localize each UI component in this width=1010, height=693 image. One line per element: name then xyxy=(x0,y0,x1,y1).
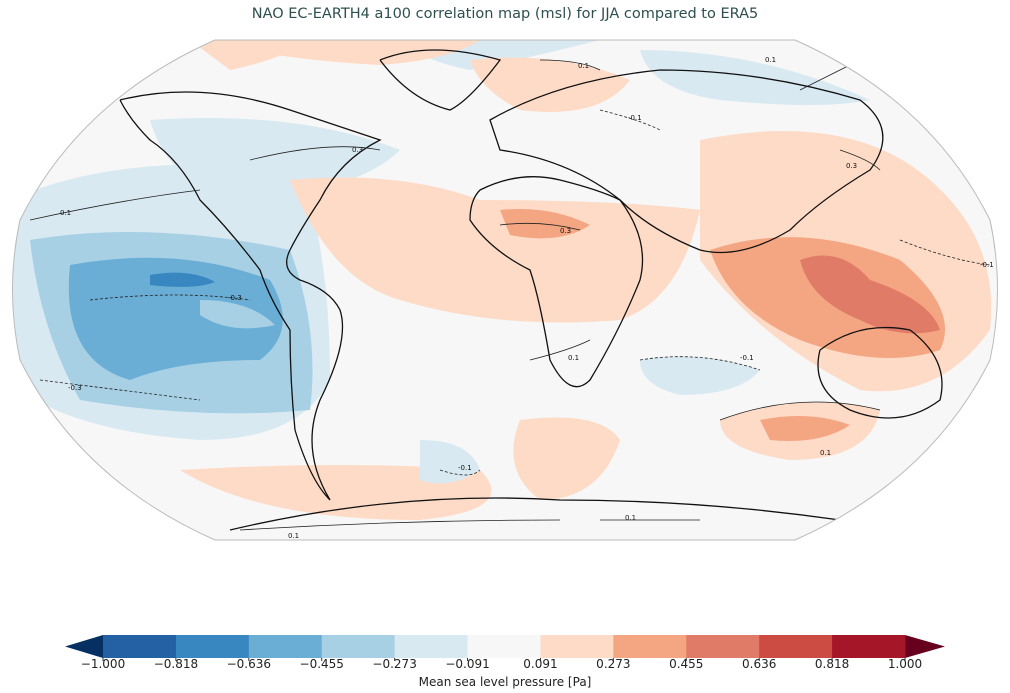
colorbar-segment xyxy=(832,635,906,658)
contour-line xyxy=(39,379,201,401)
coastline xyxy=(489,69,884,254)
colorbar-segment xyxy=(103,635,177,658)
colorbar-segment xyxy=(321,635,396,658)
map-outline xyxy=(12,39,998,541)
contour-line xyxy=(839,149,881,171)
contour-label: 0.3 xyxy=(846,162,857,170)
contour-line xyxy=(539,59,601,71)
contour-line xyxy=(719,401,881,421)
contour-label: 0.3 xyxy=(352,146,363,154)
contour-label: -0.1 xyxy=(980,261,994,269)
correlation-region xyxy=(150,272,215,287)
map-title: NAO EC-EARTH4 a100 correlation map (msl)… xyxy=(251,6,759,22)
coastline xyxy=(469,176,644,388)
correlation-region xyxy=(640,356,760,395)
colorbar-tick-label: 0.273 xyxy=(596,657,631,671)
correlation-region xyxy=(470,57,630,112)
colorbar-label: Mean sea level pressure [Pa] xyxy=(418,675,592,689)
colorbar-tick-label: 1.000 xyxy=(887,657,923,671)
correlation-region xyxy=(500,209,590,239)
colorbar-tick-label: −0.455 xyxy=(299,657,344,671)
contour-line xyxy=(239,519,561,531)
contour-label: 0.3 xyxy=(560,227,571,235)
contour-line xyxy=(439,469,481,476)
correlation-region xyxy=(420,440,480,484)
contour-label: -0.1 xyxy=(628,114,642,122)
colorbar-tick-label: 0.818 xyxy=(814,657,850,671)
colorbar-tick-label: −0.273 xyxy=(372,657,417,671)
coastline xyxy=(379,49,502,111)
contour-label: 0.1 xyxy=(625,514,636,522)
correlation-map: 0.1 0.3 -0.3 -0.3 -0.1 0.1 0.1 0.1 -0.1 0.1 0.1 0.1… xyxy=(12,39,998,541)
contour-label: 0.1 xyxy=(578,62,589,70)
colorbar-tick-label: −1.000 xyxy=(80,657,126,671)
correlation-region xyxy=(800,255,940,334)
correlation-region xyxy=(513,417,620,500)
contour-line xyxy=(29,189,201,221)
contour-line xyxy=(529,339,591,361)
correlation-region xyxy=(200,300,275,329)
coastline xyxy=(119,91,382,501)
colorbar-segment xyxy=(394,635,469,658)
colorbar-tick-label: 0.091 xyxy=(523,657,558,671)
correlation-region xyxy=(640,50,870,105)
colorbar-segment xyxy=(686,635,760,658)
contour-line xyxy=(89,294,251,301)
colorbar-segment xyxy=(175,635,250,658)
contour-line xyxy=(599,109,661,131)
colorbar-segment xyxy=(613,635,687,658)
colorbar-tick-label: 0.455 xyxy=(669,657,704,671)
colorbar-segment xyxy=(759,635,833,658)
colorbar-segment xyxy=(540,635,614,658)
correlation-region xyxy=(290,177,700,323)
contour-label: -0.3 xyxy=(68,384,82,392)
contour-label: -0.3 xyxy=(228,294,242,302)
colorbar-segment xyxy=(248,635,323,658)
contour-label: 0.1 xyxy=(765,56,776,64)
colorbar-extend-high xyxy=(905,635,945,658)
contour-label: 0.1 xyxy=(60,209,71,217)
colorbar-tick-label: 0.636 xyxy=(741,657,777,671)
colorbar-tick-label: −0.636 xyxy=(226,657,272,671)
coastline xyxy=(817,326,943,419)
contour-label: 0.1 xyxy=(820,449,831,457)
contour-line xyxy=(899,239,991,266)
contour-line xyxy=(249,146,381,161)
contour-line xyxy=(499,222,581,231)
correlation-region xyxy=(68,257,283,380)
colorbar-tick-label: −0.091 xyxy=(445,657,490,671)
contour-label: 0.1 xyxy=(288,532,299,540)
contour-label: 0.1 xyxy=(568,354,579,362)
coastline xyxy=(229,497,841,531)
colorbar-tick-label: −0.818 xyxy=(153,657,199,671)
contour-line xyxy=(639,356,761,371)
colorbar-segment xyxy=(467,635,541,658)
correlation-region xyxy=(180,465,492,520)
correlation-region xyxy=(760,416,850,441)
contour-label: -0.1 xyxy=(458,464,472,472)
colorbar-extend-low xyxy=(65,635,103,658)
correlation-region xyxy=(190,40,310,70)
contour-label: -0.1 xyxy=(740,354,754,362)
